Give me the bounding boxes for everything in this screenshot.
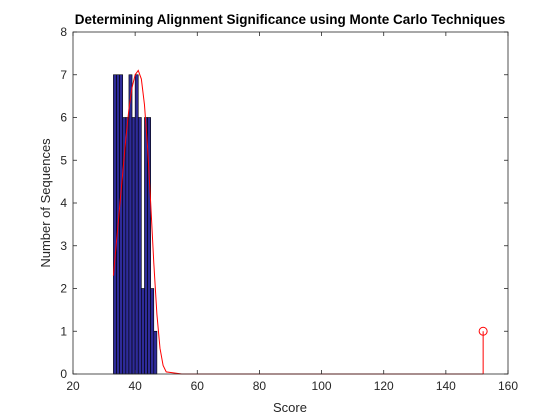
x-tick-label: 140 xyxy=(436,379,456,393)
x-tick-label: 160 xyxy=(498,379,518,393)
x-tick-label: 40 xyxy=(128,379,142,393)
x-tick-label: 60 xyxy=(191,379,205,393)
histogram-bar xyxy=(134,74,139,375)
x-axis-ticks: 20 40 60 80 100 120 140 160 xyxy=(66,32,518,393)
y-axis-label: Number of Sequences xyxy=(38,138,53,268)
x-axis-label: Score xyxy=(273,400,307,415)
histogram-bars xyxy=(113,74,158,375)
y-tick-label: 3 xyxy=(60,239,67,253)
x-tick-label: 20 xyxy=(66,379,80,393)
y-tick-label: 4 xyxy=(60,196,67,210)
y-tick-label: 1 xyxy=(60,324,67,338)
x-tick-label: 120 xyxy=(374,379,394,393)
histogram-bar xyxy=(137,117,142,375)
stem-marker xyxy=(478,326,488,336)
x-tick-label: 100 xyxy=(312,379,332,393)
histogram-bar xyxy=(128,74,133,375)
x-tick-label: 80 xyxy=(253,379,267,393)
histogram-bar xyxy=(119,74,124,375)
y-tick-label: 2 xyxy=(60,282,67,296)
y-tick-label: 6 xyxy=(60,111,67,125)
chart-title: Determining Alignment Significance using… xyxy=(75,12,506,27)
histogram-bar xyxy=(125,117,130,375)
y-tick-label: 7 xyxy=(60,68,67,82)
histogram-bar xyxy=(150,288,155,375)
histogram-bar xyxy=(141,288,145,375)
histogram-bar xyxy=(113,74,117,375)
stem-group xyxy=(478,326,488,374)
histogram-bar xyxy=(153,330,158,375)
y-tick-label: 5 xyxy=(60,153,67,167)
histogram-bar xyxy=(131,117,136,375)
y-tick-label: 0 xyxy=(60,367,67,381)
histogram-bar xyxy=(144,117,148,375)
y-axis-ticks: 0 1 2 3 4 5 6 7 8 xyxy=(60,25,508,381)
y-tick-label: 8 xyxy=(60,25,67,39)
